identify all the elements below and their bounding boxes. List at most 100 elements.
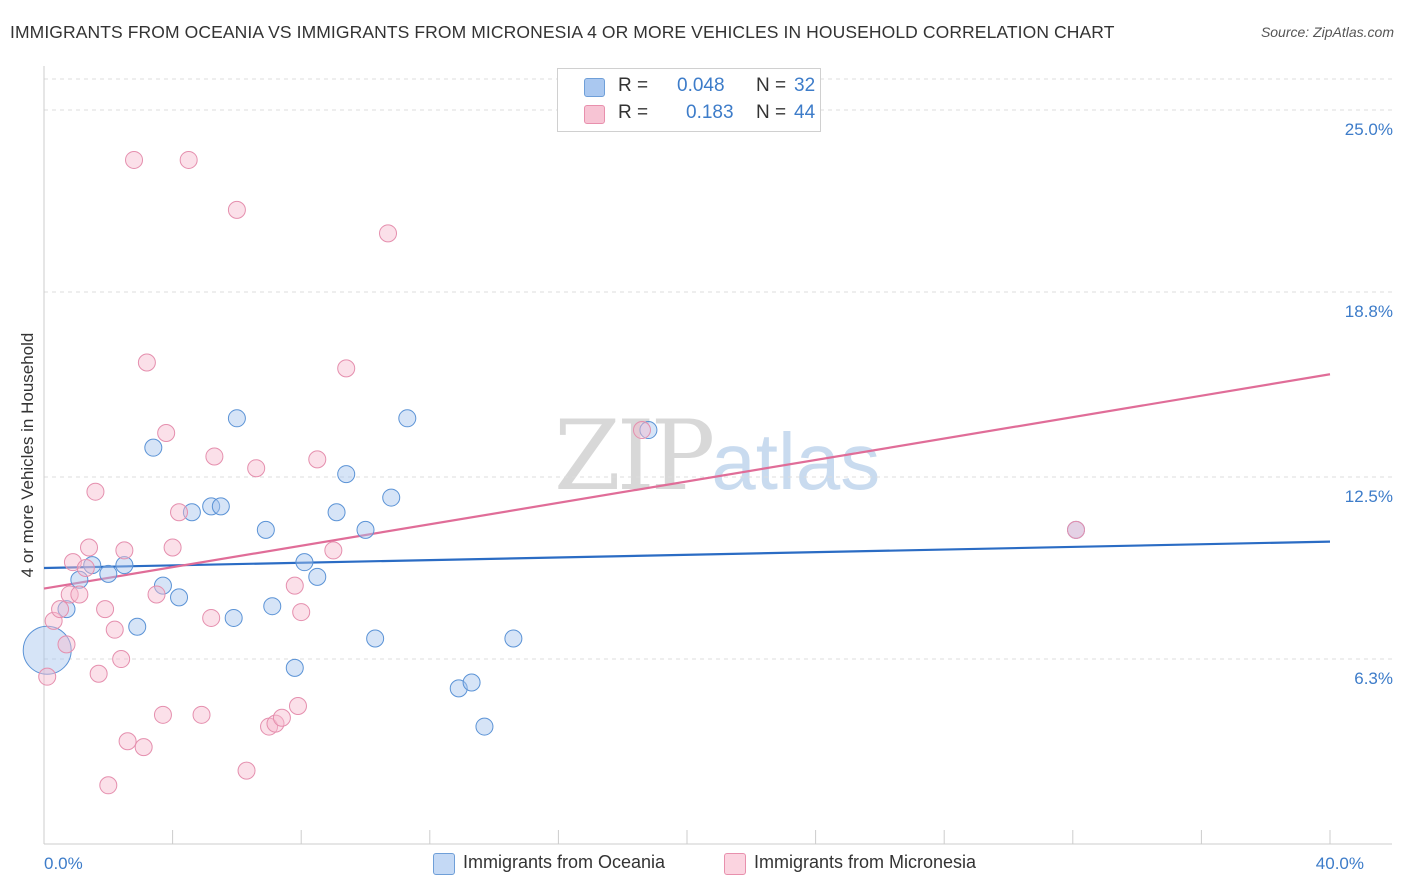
legend-n-value: 44 bbox=[794, 102, 816, 123]
micronesia-point bbox=[89, 664, 108, 683]
oceania-trend-line bbox=[43, 540, 1331, 570]
micronesia-point bbox=[118, 732, 137, 751]
legend-r-label: R = bbox=[618, 102, 649, 123]
oceania-point bbox=[256, 520, 275, 539]
micronesia-point bbox=[285, 576, 304, 595]
oceania-point bbox=[475, 717, 494, 736]
micronesia-point bbox=[76, 559, 95, 578]
micronesia-point bbox=[308, 450, 327, 469]
micronesia-point bbox=[179, 150, 198, 169]
oceania-point bbox=[462, 673, 481, 692]
y-tick-label: 6.3% bbox=[1354, 669, 1393, 688]
micronesia-point bbox=[272, 708, 291, 727]
oceania-point bbox=[398, 409, 417, 428]
legend-swatch-micronesia bbox=[584, 105, 605, 124]
bottom-legend-label: Immigrants from Micronesia bbox=[754, 852, 977, 872]
correlation-legend: R = 0.048 N = 32 R = 0.183 N = 44 bbox=[557, 68, 821, 132]
oceania-point bbox=[144, 438, 163, 457]
oceania-point bbox=[115, 556, 134, 575]
oceania-point bbox=[211, 497, 230, 516]
micronesia-point bbox=[170, 503, 189, 522]
y-tick-label: 18.8% bbox=[1345, 302, 1393, 321]
axes bbox=[43, 66, 1392, 845]
legend-r-value: 0.048 bbox=[677, 75, 725, 96]
micronesia-point bbox=[192, 705, 211, 724]
oceania-point bbox=[295, 553, 314, 572]
micronesia-point bbox=[632, 421, 651, 440]
legend-n-value: 32 bbox=[794, 75, 816, 96]
oceania-point bbox=[227, 409, 246, 428]
oceania-point bbox=[263, 597, 282, 616]
oceania-point bbox=[639, 421, 658, 440]
micronesia-point bbox=[105, 620, 124, 639]
micronesia-point bbox=[38, 667, 57, 686]
watermark-zip: ZIP bbox=[554, 400, 715, 512]
bottom-legend-swatch-oceania bbox=[433, 853, 455, 875]
micronesia-point bbox=[153, 705, 172, 724]
x-tick-label: 0.0% bbox=[44, 854, 83, 873]
y-axis-label: 4 or more Vehicles in Household bbox=[18, 332, 37, 578]
oceania-point bbox=[366, 629, 385, 648]
oceania-point bbox=[128, 617, 147, 636]
data-points bbox=[22, 150, 1086, 795]
oceania-point bbox=[327, 503, 346, 522]
legend-r-value: 0.183 bbox=[686, 102, 734, 123]
oceania-point bbox=[308, 567, 327, 586]
micronesia-point bbox=[379, 224, 398, 243]
oceania-point bbox=[337, 465, 356, 484]
micronesia-point bbox=[147, 585, 166, 604]
micronesia-point bbox=[51, 600, 70, 619]
watermark: ZIPatlas bbox=[554, 400, 880, 512]
micronesia-point bbox=[60, 585, 79, 604]
trend-lines bbox=[43, 373, 1331, 590]
oceania-point bbox=[70, 570, 89, 589]
micronesia-point bbox=[137, 353, 156, 372]
micronesia-point bbox=[237, 761, 256, 780]
micronesia-point bbox=[292, 603, 311, 622]
micronesia-point bbox=[57, 635, 76, 654]
y-tick-label: 12.5% bbox=[1345, 487, 1393, 506]
bottom-legend-swatch-micronesia bbox=[724, 853, 746, 875]
y-tick-label: 25.0% bbox=[1345, 120, 1393, 139]
oceania-point bbox=[182, 503, 201, 522]
micronesia-trend-line bbox=[43, 373, 1331, 590]
oceania-point bbox=[202, 497, 221, 516]
micronesia-point bbox=[337, 359, 356, 378]
micronesia-point bbox=[163, 538, 182, 557]
micronesia-point bbox=[247, 459, 266, 478]
oceania-point bbox=[382, 488, 401, 507]
micronesia-point bbox=[324, 541, 343, 560]
oceania-point bbox=[224, 608, 243, 627]
micronesia-point bbox=[202, 608, 221, 627]
oceania-point bbox=[99, 564, 118, 583]
x-tick-label: 40.0% bbox=[1316, 854, 1364, 873]
bottom-legend-label: Immigrants from Oceania bbox=[463, 852, 666, 872]
legend-n-label: N = bbox=[756, 75, 787, 96]
micronesia-point bbox=[205, 447, 224, 466]
legend-swatch-oceania bbox=[584, 78, 605, 97]
grid-lines bbox=[44, 78, 1392, 660]
oceania-point bbox=[153, 576, 172, 595]
tick-labels: 6.3% 12.5% 18.8% 25.0% 0.0% 40.0% bbox=[44, 120, 1393, 873]
micronesia-point bbox=[86, 482, 105, 501]
micronesia-point bbox=[44, 611, 63, 630]
micronesia-point bbox=[115, 541, 134, 560]
micronesia-point bbox=[80, 538, 99, 557]
oceania-point bbox=[356, 520, 375, 539]
micronesia-point bbox=[96, 600, 115, 619]
chart-title: IMMIGRANTS FROM OCEANIA VS IMMIGRANTS FR… bbox=[10, 22, 1115, 42]
oceania-point bbox=[504, 629, 523, 648]
oceania-point bbox=[170, 588, 189, 607]
micronesia-point bbox=[288, 697, 307, 716]
micronesia-point bbox=[99, 776, 118, 795]
micronesia-point bbox=[1067, 520, 1086, 539]
legend-n-label: N = bbox=[756, 102, 787, 123]
micronesia-point bbox=[227, 200, 246, 219]
micronesia-point bbox=[125, 150, 144, 169]
source-label: Source: ZipAtlas.com bbox=[1260, 24, 1394, 40]
micronesia-point bbox=[112, 650, 131, 669]
legend-r-label: R = bbox=[618, 75, 649, 96]
watermark-atlas: atlas bbox=[711, 417, 881, 506]
oceania-point bbox=[57, 600, 76, 619]
